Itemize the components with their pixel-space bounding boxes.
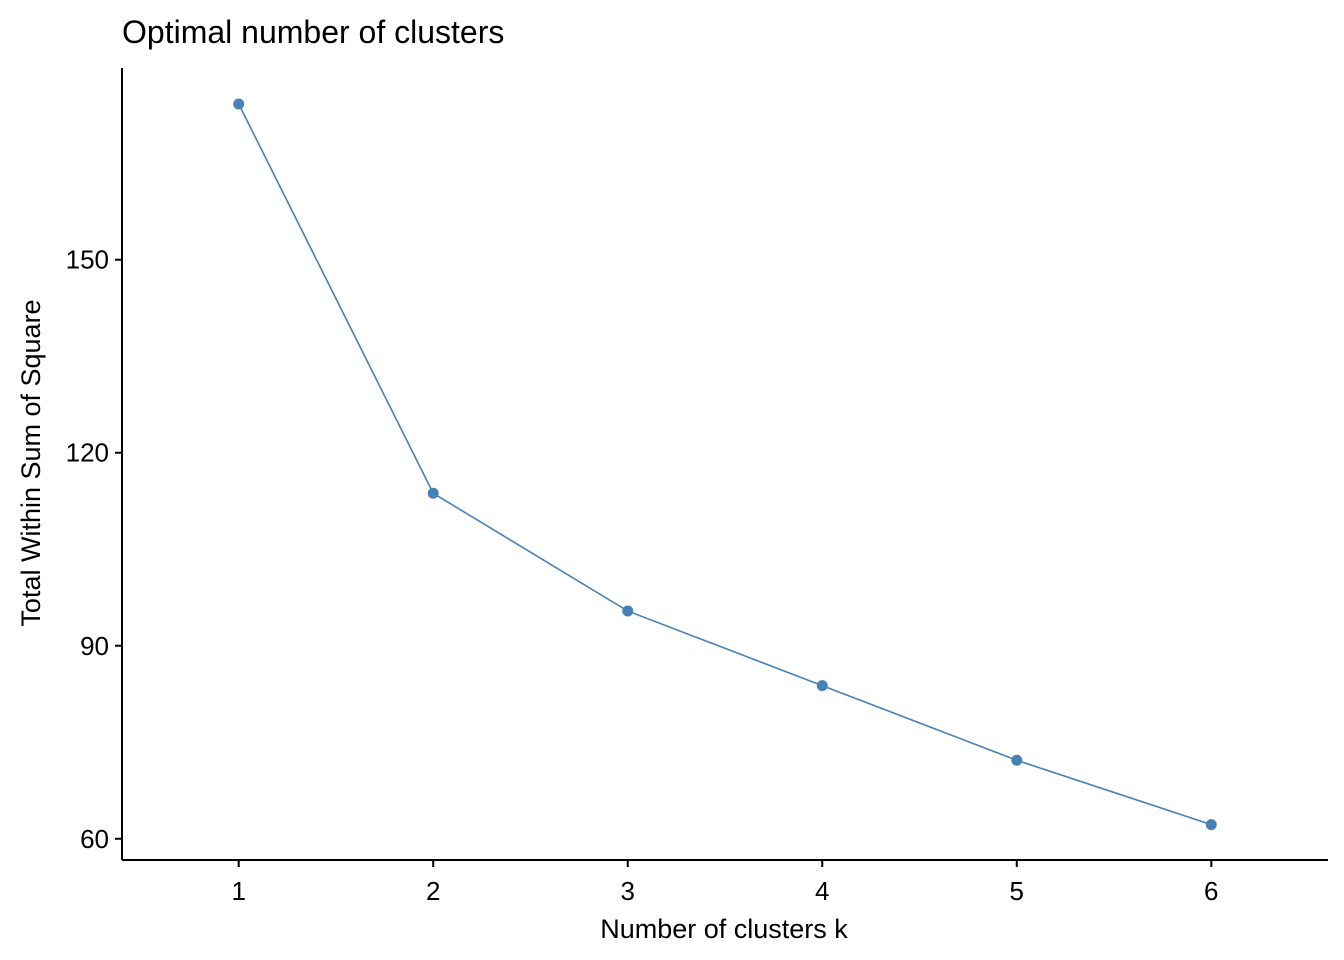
series-line <box>237 103 1212 826</box>
x-tick-label: 4 <box>815 876 829 906</box>
data-point <box>816 680 828 692</box>
x-tick-label: 3 <box>621 876 635 906</box>
x-tick-label: 5 <box>1010 876 1024 906</box>
x-tick-label: 1 <box>231 876 245 906</box>
x-tick-label: 2 <box>426 876 440 906</box>
y-tick-label: 60 <box>80 824 109 854</box>
y-tick-label: 150 <box>66 245 109 275</box>
y-tick-label: 90 <box>80 631 109 661</box>
y-tick-label: 120 <box>66 438 109 468</box>
y-axis: 60 90 120 150 <box>66 68 123 860</box>
series-group <box>233 98 1217 831</box>
y-axis-title: Total Within Sum of Square <box>16 299 46 626</box>
data-point <box>1205 819 1217 831</box>
x-axis-title: Number of clusters k <box>600 914 848 944</box>
chart-title: Optimal number of clusters <box>122 14 504 50</box>
data-point <box>1011 754 1023 766</box>
data-point <box>622 605 634 617</box>
data-point <box>233 98 245 110</box>
x-axis: 1 2 3 4 5 6 <box>122 859 1328 906</box>
x-tick-label: 6 <box>1204 876 1218 906</box>
data-point <box>427 487 439 499</box>
